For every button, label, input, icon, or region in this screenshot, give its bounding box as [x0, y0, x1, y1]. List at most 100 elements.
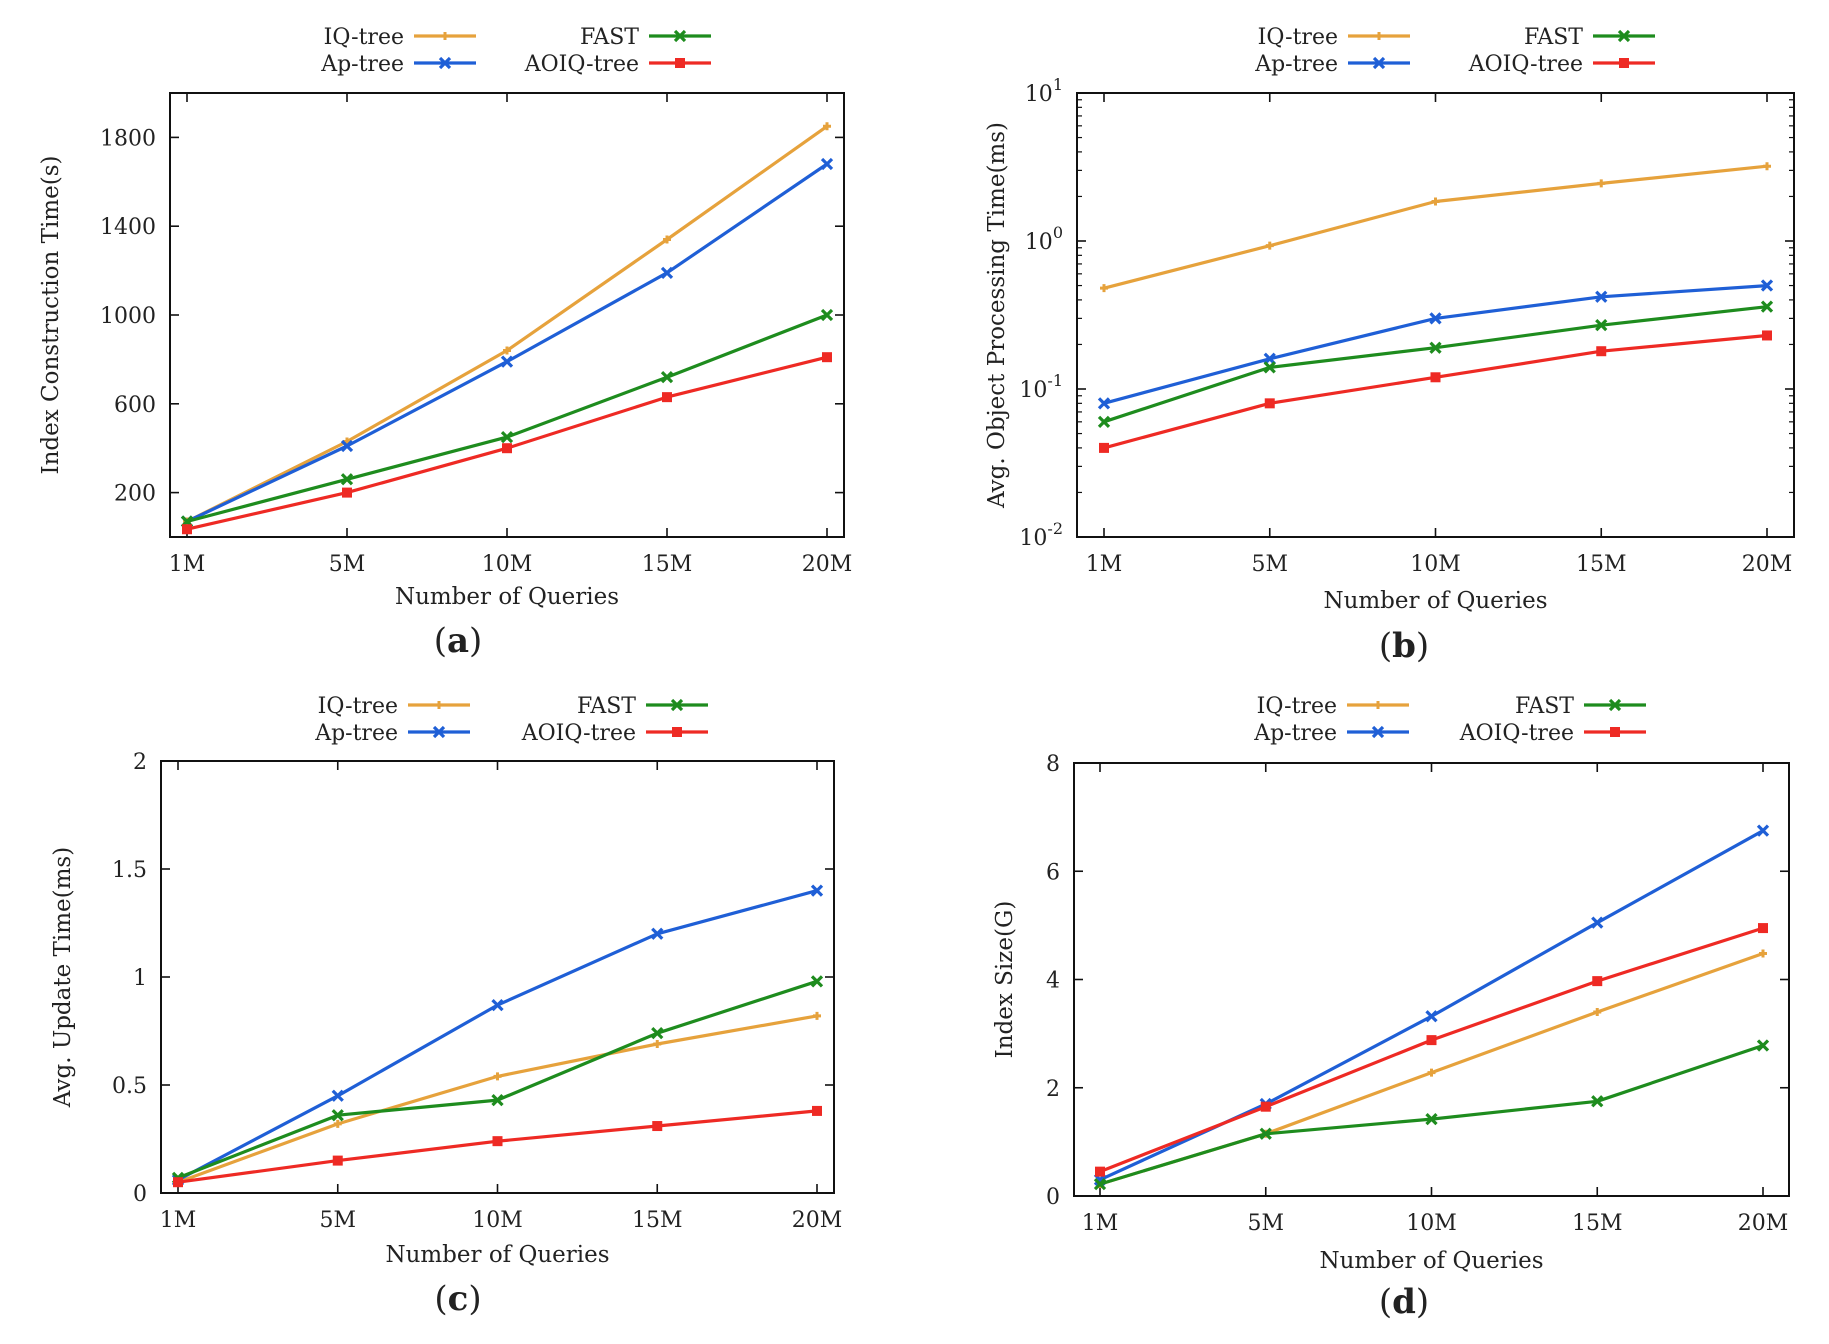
- legend-marker: [1371, 725, 1385, 739]
- plot-frame: [160, 760, 835, 1194]
- data-point: [1759, 949, 1767, 958]
- data-point: [812, 1105, 822, 1116]
- x-tick-label: 15M: [1572, 1211, 1623, 1236]
- panel-caption: (c): [434, 1279, 481, 1319]
- series-aoiq-tree: [1095, 923, 1768, 1177]
- x-tick-label: 10M: [1406, 1211, 1457, 1236]
- x-tick-label: 20M: [1742, 552, 1793, 577]
- series-line: [186, 124, 828, 523]
- legend-marker: [1610, 727, 1620, 737]
- x-tick-label: 20M: [802, 552, 853, 577]
- data-point: [1593, 1007, 1602, 1016]
- x-tick-label: 5M: [329, 552, 366, 577]
- legend-label: Ap-tree: [314, 721, 398, 746]
- y-axis-title: Avg. Update Time(ms): [50, 847, 76, 1108]
- data-point: [663, 235, 671, 244]
- legend-marker: [1619, 58, 1629, 68]
- y-tick-label: 1800: [100, 126, 156, 151]
- data-point: [1099, 442, 1109, 453]
- y-axis-title: Avg. Object Processing Time(ms): [984, 122, 1010, 509]
- y-tick-label: 0: [133, 1182, 147, 1207]
- y-tick-label: 100: [1025, 223, 1063, 255]
- legend-marker: [673, 29, 687, 43]
- data-point: [342, 487, 352, 498]
- panel-caption: (d): [1379, 1282, 1429, 1322]
- data-point: [810, 975, 824, 988]
- legend-label: FAST: [1515, 694, 1574, 719]
- x-tick-label: 5M: [1251, 552, 1288, 577]
- data-point: [1095, 1166, 1105, 1177]
- data-point: [822, 352, 832, 363]
- data-point: [1756, 1039, 1770, 1052]
- data-point: [1591, 916, 1604, 929]
- y-tick-label: 200: [114, 482, 156, 507]
- panel-caption: (b): [1379, 626, 1429, 666]
- data-point: [813, 1011, 821, 1020]
- x-tick-label: 10M: [1410, 552, 1461, 577]
- x-tick-label: 1M: [169, 552, 206, 577]
- series-fast: [180, 308, 834, 528]
- data-point: [493, 1072, 502, 1081]
- x-tick-label: 20M: [1738, 1211, 1789, 1236]
- data-point: [1429, 312, 1442, 325]
- y-tick-label: 10-2: [1019, 519, 1063, 551]
- series-iq-tree: [1096, 949, 1767, 1189]
- y-tick-label: 4: [1046, 969, 1060, 994]
- data-point: [173, 1177, 183, 1188]
- data-point: [651, 1027, 664, 1040]
- data-point: [491, 1093, 504, 1107]
- y-tick-label: 0: [1046, 1185, 1060, 1210]
- legend-label: FAST: [1524, 25, 1583, 50]
- legend-label: FAST: [580, 25, 639, 50]
- legend-marker: [1374, 701, 1382, 709]
- y-tick-label: 8: [1046, 752, 1060, 777]
- chart-panel-d: 0 2 4 6 8 1M 5M 10M 15M 20M Number of Queries Index…: [992, 694, 1790, 1322]
- legend-label: AOIQ-tree: [521, 721, 636, 746]
- y-tick-label: 1.5: [112, 858, 147, 883]
- data-point: [1595, 290, 1608, 303]
- legend-label: Ap-tree: [1253, 721, 1337, 746]
- data-point: [1097, 397, 1111, 410]
- plot-frame: [1073, 762, 1790, 1197]
- data-point: [1431, 197, 1440, 206]
- data-point: [1427, 1068, 1436, 1077]
- series-ap-tree: [1093, 824, 1770, 1186]
- x-tick-label: 1M: [160, 1208, 197, 1233]
- data-point: [1758, 923, 1768, 934]
- data-point: [1762, 330, 1772, 341]
- plot-frame: [169, 92, 845, 538]
- data-point: [1093, 1177, 1107, 1191]
- series-ap-tree: [1097, 279, 1774, 410]
- x-tick-label: 15M: [642, 552, 693, 577]
- series-aoiq-tree: [173, 1105, 822, 1188]
- legend-marker: [675, 58, 685, 68]
- data-point: [1100, 284, 1108, 293]
- data-point: [820, 157, 834, 171]
- data-point: [1263, 361, 1276, 374]
- data-point: [651, 927, 664, 940]
- data-point: [1264, 398, 1275, 409]
- data-point: [1259, 1127, 1272, 1140]
- legend-label: FAST: [577, 694, 636, 719]
- data-point: [331, 1089, 344, 1102]
- data-point: [331, 1109, 344, 1122]
- series-line: [186, 162, 828, 523]
- x-tick-label: 10M: [472, 1208, 523, 1233]
- y-tick-label: 1400: [100, 215, 156, 240]
- y-tick-label: 101: [1025, 75, 1063, 107]
- x-tick-label: 15M: [1576, 552, 1627, 577]
- y-tick-label: 6: [1046, 860, 1060, 885]
- x-tick-label: 1M: [1082, 1211, 1119, 1236]
- legend-marker: [1372, 56, 1386, 70]
- legend-label: IQ-tree: [1257, 694, 1337, 719]
- y-tick-label: 1000: [100, 304, 156, 329]
- legend-marker: [1375, 32, 1383, 40]
- legend-marker: [441, 32, 449, 40]
- data-point: [1760, 300, 1774, 313]
- series-line: [1099, 1043, 1764, 1186]
- data-point: [1756, 824, 1770, 837]
- data-point: [1265, 241, 1274, 250]
- x-tick-label: 5M: [319, 1208, 356, 1233]
